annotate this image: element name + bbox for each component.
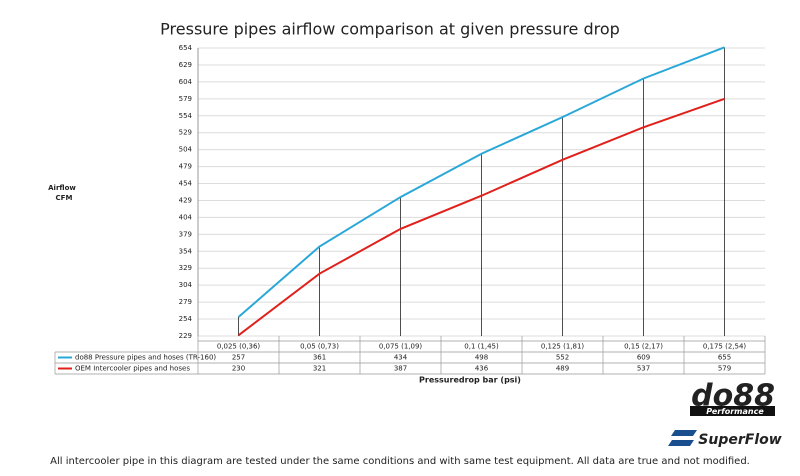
y-tick-label: 554 [179,112,193,120]
table-value: 655 [718,354,731,362]
y-tick-label: 529 [179,129,192,137]
logo-mark [668,430,697,446]
table-value: 436 [475,365,489,373]
y-tick-label: 354 [179,247,193,255]
y-tick-label: 404 [179,213,193,221]
logo-band [690,406,775,416]
logo-superflow: SuperFlow [698,432,781,448]
y-tick-label: 329 [179,264,192,272]
y-tick-label: 504 [179,146,193,154]
chart-title: Pressure pipes airflow comparison at giv… [160,20,620,39]
footnote: All intercooler pipe in this diagram are… [50,456,750,467]
y-tick-label: 379 [179,230,192,238]
legend-label: do88 Pressure pipes and hoses (TR-160) [75,354,216,362]
x-tick-label: 0,075 (1,09) [379,343,423,351]
y-tick-label: 654 [179,44,193,52]
x-tick-label: 0,05 (0,73) [300,343,339,351]
table-value: 609 [637,354,650,362]
y-tick-label: 279 [179,298,192,306]
y-tick-label: 579 [179,95,192,103]
y-tick-label: 604 [179,78,193,86]
series-line [237,46,725,318]
table-value: 361 [313,354,326,362]
logo-performance: Performance [706,407,764,416]
x-tick-label: 0,175 (2,54) [703,343,747,351]
table-value: 321 [313,365,326,373]
y-tick-label: 429 [179,196,192,204]
y-axis-label: CFM [56,194,73,202]
table-value: 257 [232,354,245,362]
y-tick-label: 629 [179,61,192,69]
x-axis-label: Pressuredrop bar (psi) [419,376,521,385]
x-tick-label: 0,1 (1,45) [464,343,499,351]
table-value: 387 [394,365,407,373]
table-value: 434 [394,354,408,362]
y-tick-label: 254 [179,315,193,323]
y-tick-label: 454 [179,180,193,188]
series-line [237,97,725,337]
y-axis-label: Airflow [48,184,76,192]
x-tick-label: 0,15 (2,17) [624,343,663,351]
table-value: 552 [556,354,569,362]
table-value: 498 [475,354,488,362]
y-tick-label: 229 [179,332,192,340]
y-tick-label: 479 [179,163,192,171]
x-tick-label: 0,125 (1,81) [541,343,585,351]
table-value: 489 [556,365,569,373]
table-value: 537 [637,365,650,373]
table-value: 579 [718,365,731,373]
x-tick-label: 0,025 (0,36) [217,343,261,351]
legend-label: OEM Intercooler pipes and hoses [75,365,190,373]
table-value: 230 [232,365,245,373]
y-tick-label: 304 [179,281,193,289]
